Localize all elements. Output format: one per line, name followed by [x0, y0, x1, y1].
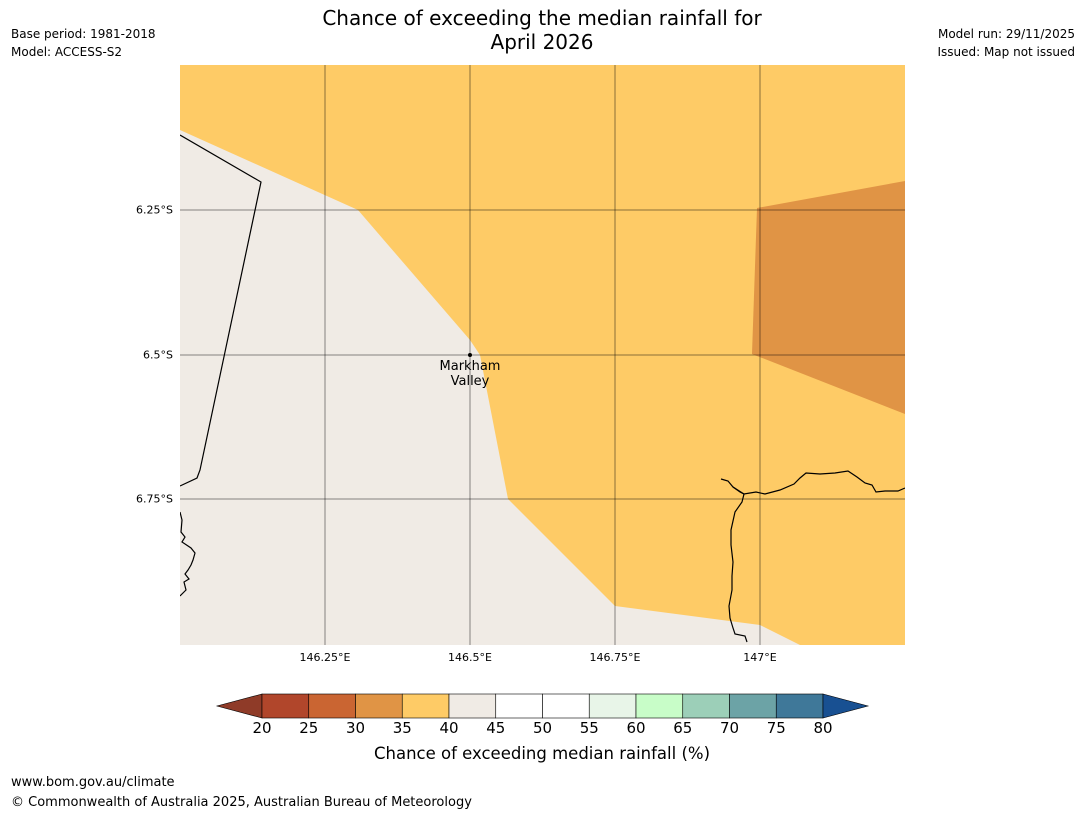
colorbar-segment: [495, 693, 543, 719]
model-run: Model run: 29/11/2025: [937, 27, 1075, 41]
colorbar-tick-label: 30: [345, 719, 366, 737]
lat-label-6-25: 6.25°S: [136, 203, 173, 217]
place-label-markham-valley: Markham Valley: [440, 359, 501, 389]
colorbar-tick-label: 80: [813, 719, 833, 737]
colorbar-segment: [682, 693, 730, 719]
meta-left: Base period: 1981-2018 Model: ACCESS-S2: [11, 25, 156, 61]
colorbar-segment: [588, 693, 637, 719]
lat-label-6-75: 6.75°S: [136, 492, 173, 506]
map-title-line1: Chance of exceeding the median rainfall …: [322, 6, 762, 30]
colorbar-segment: [308, 693, 356, 719]
lon-label-146-75: 146.75°E: [589, 651, 641, 664]
map-title: Chance of exceeding the median rainfall …: [292, 6, 792, 54]
colorbar-tick-label: 75: [766, 719, 786, 737]
lon-label-147: 147°E: [743, 651, 777, 664]
band-40-45: [180, 130, 800, 645]
colorbar-segment: [635, 693, 684, 719]
colorbar-extend-high: [822, 693, 870, 719]
colorbar-tick-label: 40: [439, 719, 459, 737]
colorbar: [215, 693, 870, 719]
coastline-sw: [180, 511, 196, 597]
lat-label-6-5: 6.5°S: [143, 348, 173, 362]
colorbar-tick-label: 65: [673, 719, 693, 737]
lon-label-146-25: 146.25°E: [299, 651, 351, 664]
footer-copyright: © Commonwealth of Australia 2025, Austra…: [11, 795, 472, 810]
band-30-35: [752, 181, 905, 414]
colorbar-tick-label: 55: [579, 719, 599, 737]
place-name-line1: Markham: [439, 359, 501, 374]
colorbar-segment: [729, 693, 777, 719]
colorbar-label: Chance of exceeding median rainfall (%): [373, 744, 711, 763]
colorbar-tick-label: 50: [532, 719, 553, 737]
colorbar-tick-label: 45: [486, 719, 506, 737]
coastline-gulf: [732, 470, 905, 495]
issued-status: Issued: Map not issued: [937, 45, 1075, 59]
place-name-line2: Valley: [450, 374, 490, 389]
coastline-west: [180, 134, 262, 487]
colorbar-tick-label: 60: [626, 719, 646, 737]
colorbar-segment: [261, 693, 310, 719]
colorbar-tick-label: 35: [392, 719, 412, 737]
colorbar-segment: [401, 693, 450, 719]
lon-label-146-5: 146.5°E: [448, 651, 492, 664]
colorbar-tick-label: 25: [299, 719, 319, 737]
colorbar-extend-low: [215, 693, 263, 719]
colorbar-tick-label: 70: [719, 719, 740, 737]
graticule: [180, 65, 905, 645]
colorbar-segment: [542, 693, 590, 719]
colorbar-segment: [355, 693, 403, 719]
model-name: Model: ACCESS-S2: [11, 45, 123, 59]
colorbar-segment: [775, 693, 824, 719]
meta-right: Model run: 29/11/2025 Issued: Map not is…: [937, 25, 1075, 61]
place-marker: [468, 353, 472, 357]
colorbar-tick-label: 20: [252, 719, 272, 737]
footer-url[interactable]: www.bom.gov.au/climate: [11, 775, 175, 790]
base-period: Base period: 1981-2018: [11, 27, 156, 41]
coastline: [180, 134, 905, 643]
map-title-line2: April 2026: [490, 30, 594, 54]
colorbar-segment: [448, 693, 497, 719]
